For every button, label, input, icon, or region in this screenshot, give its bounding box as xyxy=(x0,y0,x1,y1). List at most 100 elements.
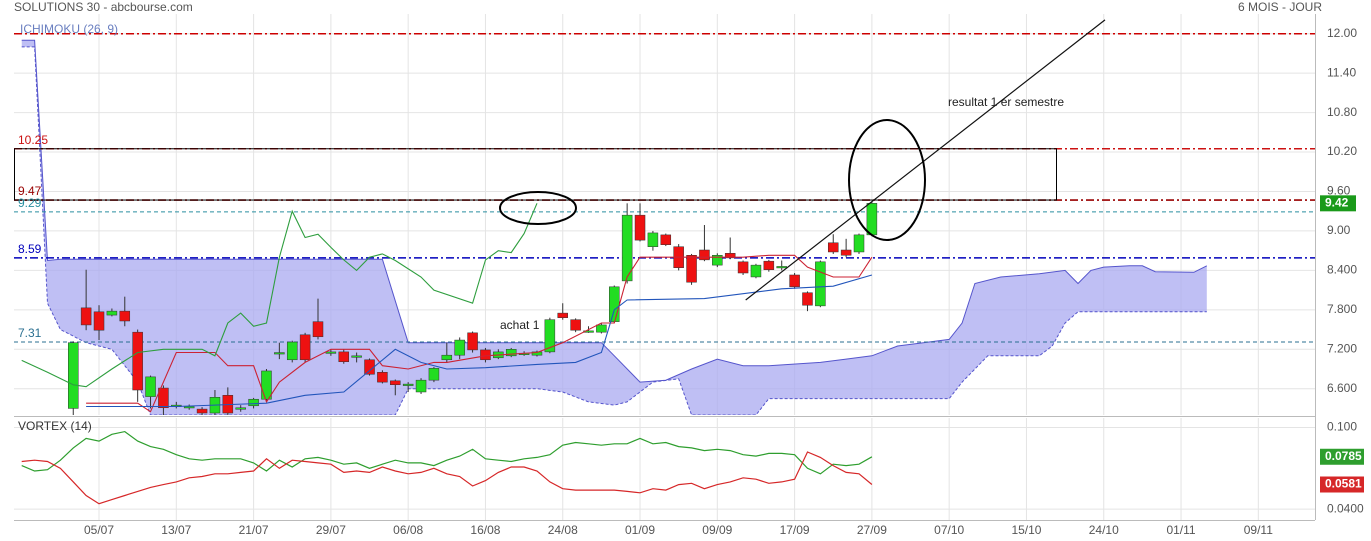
candle-body xyxy=(724,253,736,259)
ichimoku-line xyxy=(86,254,873,413)
candle-body xyxy=(248,398,259,407)
y-tick-label: 0.0400 xyxy=(1327,501,1364,515)
candle-body xyxy=(737,261,749,274)
candle-body xyxy=(570,319,581,331)
level-label: 7.31 xyxy=(18,326,42,340)
x-tick-label: 17/09 xyxy=(780,523,810,537)
vortex-line xyxy=(21,451,873,505)
highlight-ellipse xyxy=(499,191,577,225)
value-tag-box xyxy=(1320,448,1364,465)
candle-body xyxy=(815,261,826,307)
candle-body xyxy=(866,203,878,236)
axes: 05/07 13/07 21/07 29/07 06/08 16/08 24/08 01/09… xyxy=(84,26,1364,537)
candle-body xyxy=(68,342,79,409)
level-label: 8.59 xyxy=(18,242,42,256)
value-tag-label: 0.0785 xyxy=(1325,449,1362,463)
candle-body xyxy=(145,376,156,397)
candle-body xyxy=(364,359,375,375)
candle-body xyxy=(235,407,246,410)
candle-body xyxy=(544,319,556,353)
candle-body xyxy=(840,249,852,256)
candle-body xyxy=(402,383,414,386)
x-tick-label: 29/07 xyxy=(316,523,346,537)
candle-body xyxy=(634,214,646,241)
candle-body xyxy=(609,286,620,322)
x-tick-label: 16/08 xyxy=(470,523,500,537)
x-tick-label: 15/10 xyxy=(1011,523,1041,537)
candle-body xyxy=(686,255,697,283)
candle-body xyxy=(312,321,324,338)
candle-body xyxy=(712,255,723,266)
x-tick-label: 05/07 xyxy=(84,523,114,537)
annotation: resultat 1 er semestre xyxy=(948,95,1064,109)
candle-body xyxy=(750,264,762,278)
candle-body xyxy=(763,260,775,270)
candle-body xyxy=(853,234,865,253)
x-tick-label: 09/09 xyxy=(702,523,732,537)
y-tick-label: 9.00 xyxy=(1327,223,1351,237)
x-tick-label: 24/08 xyxy=(548,523,578,537)
x-tick-label: 21/07 xyxy=(239,523,269,537)
y-tick-label: 0.100 xyxy=(1327,420,1357,434)
candle-body xyxy=(158,387,169,409)
chart-subtitle: 6 MOIS - JOUR xyxy=(1238,0,1322,14)
price-panel xyxy=(14,14,1315,415)
trend-line xyxy=(745,19,1106,301)
value-tag-label: 0.0581 xyxy=(1325,477,1362,491)
x-tick-label: 07/10 xyxy=(934,523,964,537)
candle-body xyxy=(660,234,672,245)
candle-body xyxy=(196,408,208,414)
y-tick-label: 9.60 xyxy=(1327,184,1351,198)
candle-body xyxy=(596,324,607,333)
highlight-ellipse xyxy=(848,119,926,241)
candle-body xyxy=(802,292,813,306)
vortex-panel xyxy=(14,418,1315,520)
candle-body xyxy=(480,349,491,361)
x-tick-label: 13/07 xyxy=(161,523,191,537)
y-tick-label: 10.80 xyxy=(1327,105,1357,119)
candle-body xyxy=(93,311,105,331)
candle-body xyxy=(428,368,440,381)
candle-body xyxy=(621,214,633,282)
x-tick-label: 24/10 xyxy=(1089,523,1119,537)
candle-body xyxy=(325,351,337,354)
y-tick-label: 7.800 xyxy=(1327,302,1357,316)
annotation: achat 1 xyxy=(500,318,540,332)
x-tick-label: 01/09 xyxy=(625,523,655,537)
candle-body xyxy=(338,351,350,363)
candle-body xyxy=(286,341,298,361)
candle-body xyxy=(557,312,568,318)
candle-body xyxy=(351,355,362,358)
candle-body xyxy=(699,249,710,261)
cloud-span xyxy=(21,46,1207,415)
x-tick-label: 27/09 xyxy=(857,523,887,537)
candle-body xyxy=(454,339,465,356)
y-tick-label: 8.400 xyxy=(1327,263,1357,277)
level-label: 10.25 xyxy=(18,133,48,147)
level-label: 9.29 xyxy=(18,196,42,210)
candle-body xyxy=(299,334,311,361)
candle-body xyxy=(80,307,92,326)
candle-body xyxy=(789,274,800,288)
target-box xyxy=(14,148,1057,201)
candle-body xyxy=(531,351,543,356)
candle-body xyxy=(467,332,478,351)
candle-body xyxy=(274,352,285,355)
y-tick-label: 6.600 xyxy=(1327,381,1357,395)
last-price-box xyxy=(1320,195,1356,212)
candle-body xyxy=(505,349,517,357)
candle-body xyxy=(132,331,143,391)
candle-body xyxy=(415,379,427,393)
candle-body xyxy=(827,242,839,253)
y-tick-label: 10.20 xyxy=(1327,144,1357,158)
y-tick-label: 11.40 xyxy=(1327,65,1356,79)
candle-body xyxy=(647,232,659,247)
candle-body xyxy=(441,354,453,361)
candle-body xyxy=(106,310,118,316)
candle-body xyxy=(390,380,401,386)
ichimoku-line xyxy=(21,203,538,388)
y-tick-label: 12.00 xyxy=(1327,26,1357,40)
ichimoku-line xyxy=(86,274,873,408)
candle-body xyxy=(776,266,787,269)
y-tick-label: 7.200 xyxy=(1327,341,1357,355)
